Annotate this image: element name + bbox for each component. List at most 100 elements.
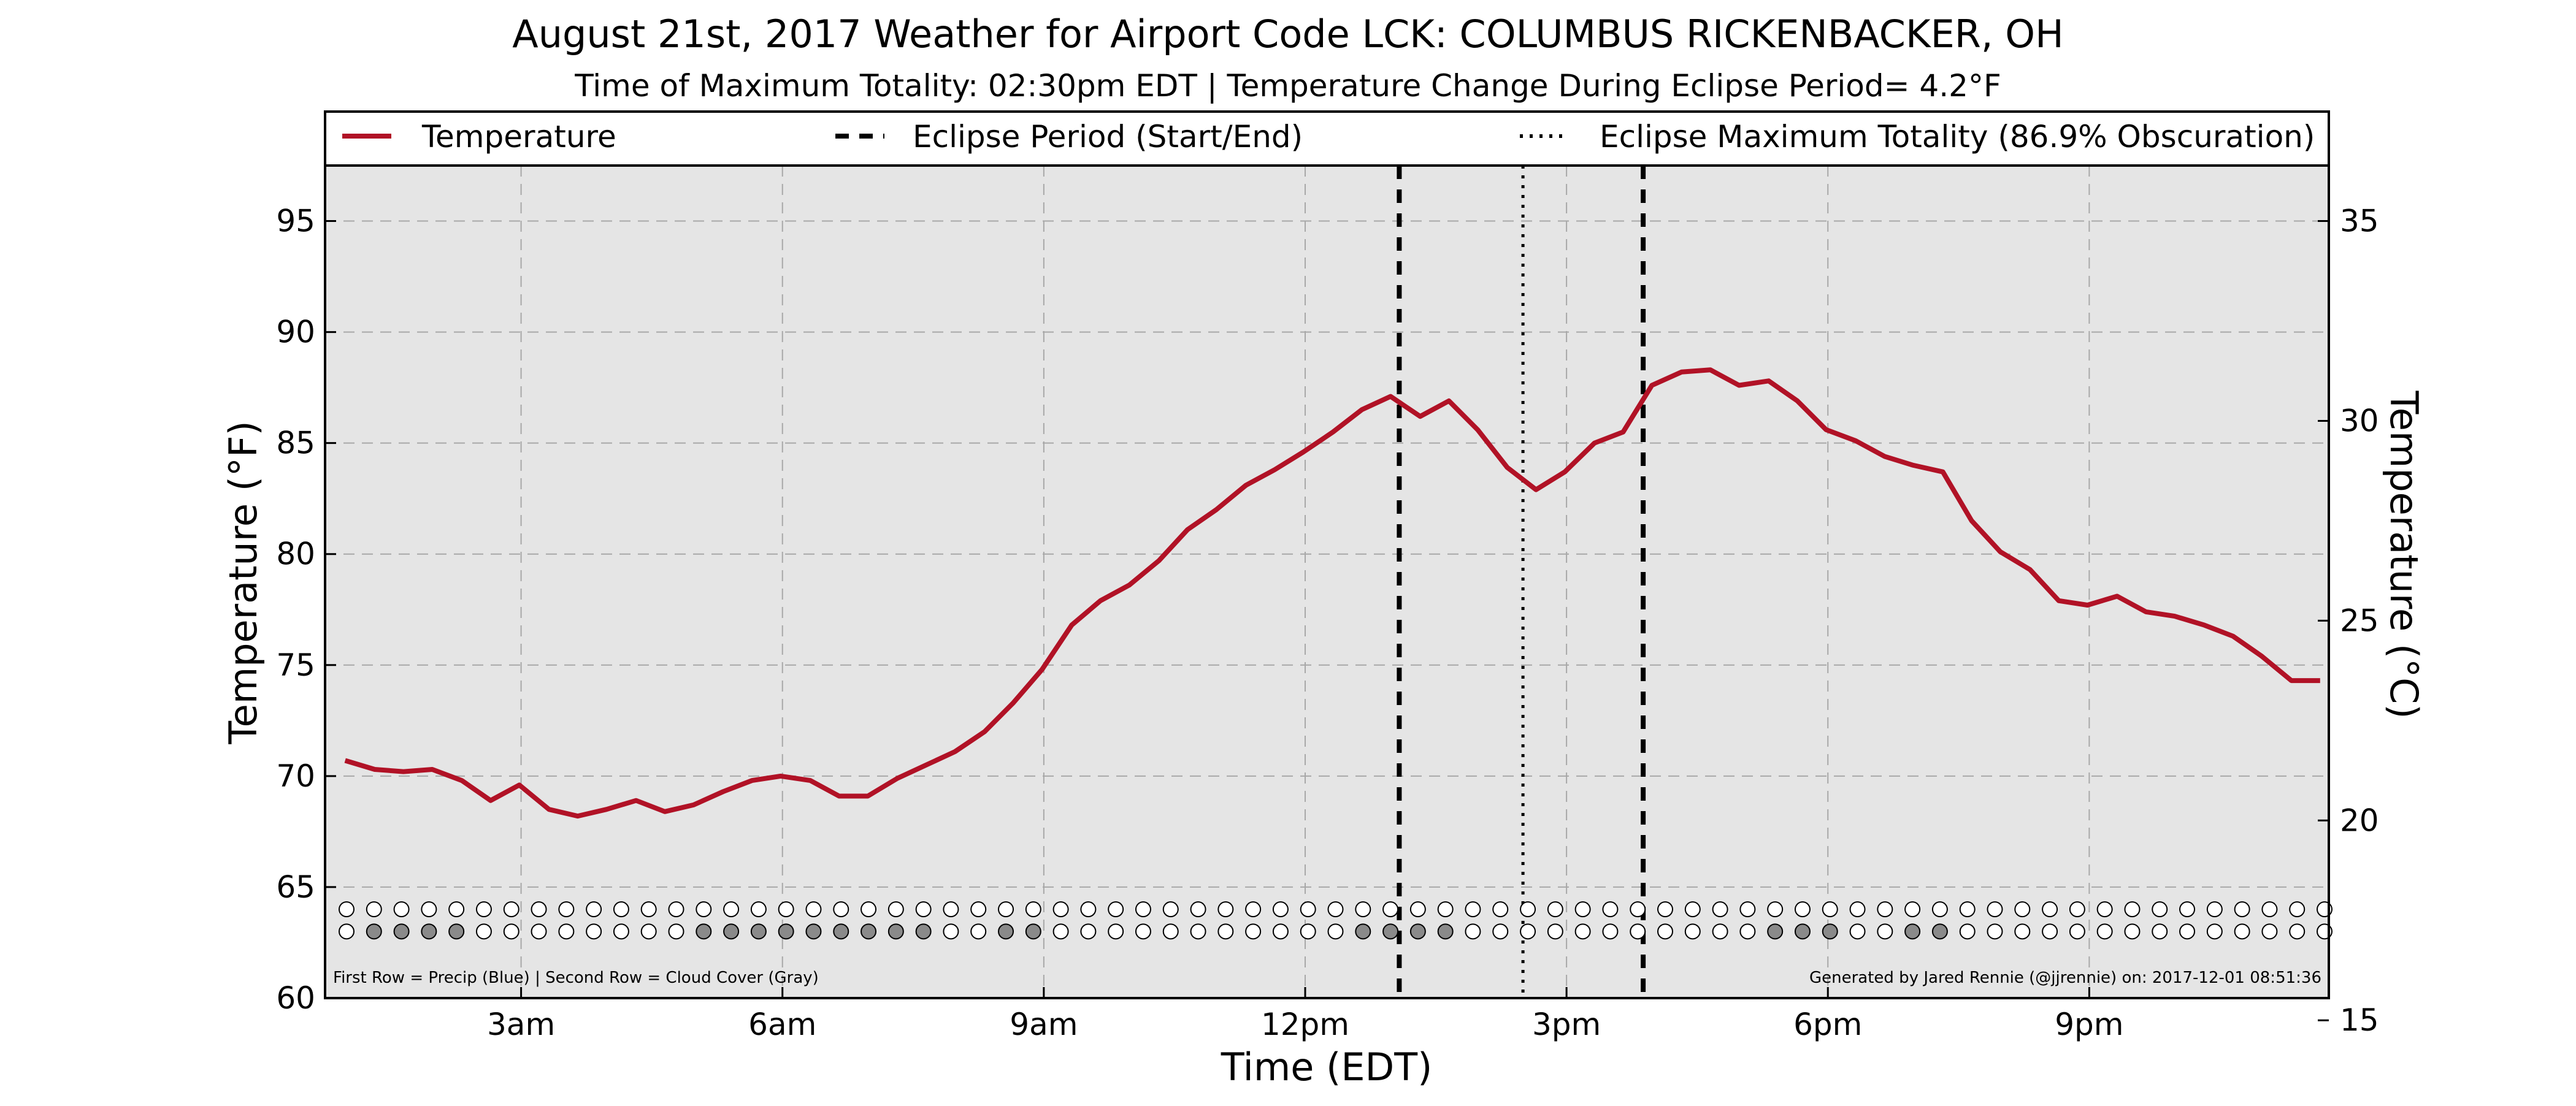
precip-dot <box>2042 901 2058 918</box>
precip-dot <box>696 901 712 918</box>
legend-eclipse-period-label: Eclipse Period (Start/End) <box>913 119 1303 154</box>
y-right-tick-label: 30 <box>2340 403 2379 438</box>
precip-dot <box>613 901 629 918</box>
precip-dot <box>1739 901 1756 918</box>
precip-dot <box>1547 901 1563 918</box>
cloud-cover-dot <box>1108 923 1124 940</box>
cloud-cover-dot <box>448 923 465 940</box>
precip-dot <box>1630 901 1646 918</box>
cloud-cover-dot <box>1025 923 1041 940</box>
precip-dot <box>393 901 410 918</box>
precip-dot <box>1959 901 1976 918</box>
precip-dot <box>861 901 877 918</box>
precip-dot <box>998 901 1014 918</box>
precip-dot <box>1767 901 1784 918</box>
cloud-cover-dot <box>723 923 740 940</box>
precip-dot <box>1794 901 1811 918</box>
y-tick-label: 70 <box>276 758 315 794</box>
precip-dot <box>1987 901 2003 918</box>
cloud-cover-dot <box>1574 923 1591 940</box>
footnote-right: Generated by Jared Rennie (@jjrennie) on… <box>1809 969 2321 987</box>
precip-dot <box>1300 901 1316 918</box>
cloud-cover-dot <box>915 923 932 940</box>
precip-dot <box>723 901 740 918</box>
y-right-tick-label: 35 <box>2340 204 2379 239</box>
cloud-cover-dot <box>2179 923 2196 940</box>
precip-dot <box>1437 901 1454 918</box>
precip-dot <box>1327 901 1344 918</box>
cloud-cover-dot <box>475 923 492 940</box>
y-right-tick-label: 20 <box>2340 803 2379 838</box>
cloud-cover-dot <box>1822 923 1838 940</box>
axes-layer: 60 65 70 75 80 85 90 95 3am 6am 9am 12pm 3pm 6pm 9pm 15… <box>276 204 2379 1042</box>
cloud-cover-dot <box>778 923 794 940</box>
x-tick-label: 12pm <box>1261 1007 1349 1042</box>
footnote-left: First Row = Precip (Blue) | Second Row =… <box>333 969 819 987</box>
precip-dot <box>1162 901 1179 918</box>
precip-dot <box>2152 901 2168 918</box>
precip-dot <box>1052 901 1069 918</box>
cloud-cover-dot <box>1849 923 1866 940</box>
cloud-cover-dot <box>1409 923 1426 940</box>
cloud-cover-dot <box>2289 923 2306 940</box>
precip-dot <box>640 901 657 918</box>
cloud-cover-dot <box>586 923 602 940</box>
cloud-cover-dot <box>943 923 959 940</box>
grid-layer <box>325 166 2329 998</box>
precip-dot <box>1382 901 1399 918</box>
cloud-cover-dot <box>366 923 382 940</box>
cloud-cover-dot <box>1300 923 1316 940</box>
legend-box <box>324 110 2330 167</box>
precip-dot <box>503 901 519 918</box>
plot-area <box>325 166 2329 998</box>
y-right-tick-label: 25 <box>2340 603 2379 638</box>
precip-dot <box>339 901 355 918</box>
cloud-cover-dot <box>1437 923 1454 940</box>
y-right-tick-label: 15 <box>2340 1002 2379 1038</box>
cloud-cover-dot <box>1877 923 1893 940</box>
cloud-cover-dot <box>2261 923 2278 940</box>
precip-dot <box>1465 901 1481 918</box>
precip-dot <box>778 901 794 918</box>
precip-dot <box>1355 901 1371 918</box>
chart-subtitle: Time of Maximum Totality: 02:30pm EDT | … <box>574 68 2001 104</box>
precip-dot <box>1245 901 1262 918</box>
cloud-cover-dot <box>2124 923 2141 940</box>
precip-dot <box>1904 901 1921 918</box>
precip-dot <box>1272 901 1289 918</box>
cloud-cover-dot <box>696 923 712 940</box>
y-axis-label: Temperature (°F) <box>221 421 266 744</box>
precip-dot <box>1217 901 1234 918</box>
precip-dot <box>1409 901 1426 918</box>
precip-dot <box>1080 901 1097 918</box>
precip-dot <box>2234 901 2250 918</box>
eclipse-layer <box>1397 166 1646 998</box>
cloud-cover-dot <box>1327 923 1344 940</box>
precip-dot <box>1849 901 1866 918</box>
cloud-cover-dot <box>1217 923 1234 940</box>
cloud-cover-dot <box>2206 923 2223 940</box>
legend: Temperature Eclipse Period (Start/End) E… <box>324 110 2330 167</box>
cloud-cover-dot <box>613 923 629 940</box>
cloud-cover-dot <box>1135 923 1151 940</box>
precip-dot <box>531 901 547 918</box>
cloud-cover-dot <box>1080 923 1097 940</box>
cloud-cover-dot <box>2096 923 2113 940</box>
cloud-cover-dot <box>750 923 767 940</box>
x-tick-label: 9am <box>1010 1007 1078 1042</box>
cloud-cover-dot <box>1904 923 1921 940</box>
precip-dot <box>833 901 849 918</box>
x-tick-label: 3am <box>487 1007 555 1042</box>
cloud-cover-dot <box>1794 923 1811 940</box>
precip-dot <box>1822 901 1838 918</box>
precip-dot <box>2206 901 2223 918</box>
precip-dot <box>1025 901 1041 918</box>
cloud-cover-dot <box>1492 923 1509 940</box>
indicator-dots <box>339 901 2333 940</box>
cloud-cover-dot <box>887 923 904 940</box>
cloud-cover-dot <box>339 923 355 940</box>
precip-dot <box>1574 901 1591 918</box>
precip-dot <box>1602 901 1619 918</box>
cloud-cover-dot <box>503 923 519 940</box>
